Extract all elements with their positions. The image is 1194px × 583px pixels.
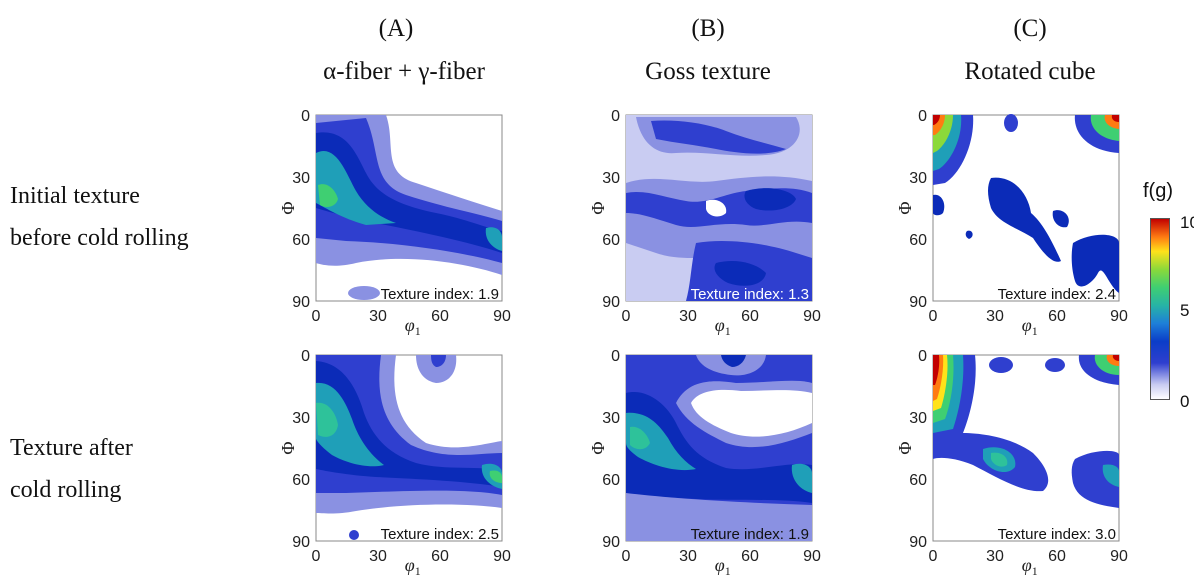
column-b-title: Goss texture [645, 58, 771, 85]
column-c-title: Rotated cube [964, 58, 1096, 85]
texture-index-rolled-a: Texture index: 2.5 [381, 526, 499, 543]
colorbar [1150, 218, 1170, 400]
column-a-title: α-fiber + γ-fiber [323, 58, 485, 85]
odf-panel-initial-b: Texture index: 1.3 [596, 113, 813, 313]
texture-index-initial-a: Texture index: 1.9 [381, 286, 499, 303]
texture-index-initial-b: Texture index: 1.3 [691, 286, 809, 303]
odf-map-rolled-b: Texture index: 1.9 [625, 354, 813, 543]
odf-map-initial-b: Texture index: 1.3 [625, 114, 813, 303]
row-rolled-label-line2: cold rolling [10, 477, 122, 503]
texture-index-rolled-c: Texture index: 3.0 [998, 526, 1116, 543]
odf-map-rolled-c: Texture index: 3.0 [932, 354, 1120, 543]
odf-panel-initial-c: Texture index: 2.4 [903, 113, 1120, 313]
texture-index-initial-c: Texture index: 2.4 [998, 286, 1116, 303]
odf-map-rolled-a: Texture index: 2.5 [315, 354, 503, 543]
odf-panel-rolled-b: Texture index: 1.9 [596, 353, 813, 553]
column-c-letter: (C) [1013, 15, 1047, 42]
column-b-letter: (B) [691, 15, 725, 42]
colorbar-title: f(g) [1143, 180, 1173, 202]
odf-panel-initial-a: Texture index: 1.9 [286, 113, 503, 313]
colorbar-tick-0: 0 [1180, 392, 1190, 411]
colorbar-tick-5: 5 [1180, 301, 1190, 320]
odf-panel-rolled-c: Texture index: 3.0 [903, 353, 1120, 553]
odf-map-initial-c: Texture index: 2.4 [932, 114, 1120, 303]
odf-map-initial-a: Texture index: 1.9 [315, 114, 503, 303]
colorbar-tick-10: 10 [1180, 213, 1194, 232]
row-initial-label-line1: Initial texture [10, 183, 140, 209]
row-rolled-label-line1: Texture after [10, 435, 133, 461]
odf-panel-rolled-a: Texture index: 2.5 [286, 353, 503, 553]
column-a-letter: (A) [378, 15, 414, 42]
texture-index-rolled-b: Texture index: 1.9 [691, 526, 809, 543]
row-initial-label-line2: before cold rolling [10, 225, 189, 251]
